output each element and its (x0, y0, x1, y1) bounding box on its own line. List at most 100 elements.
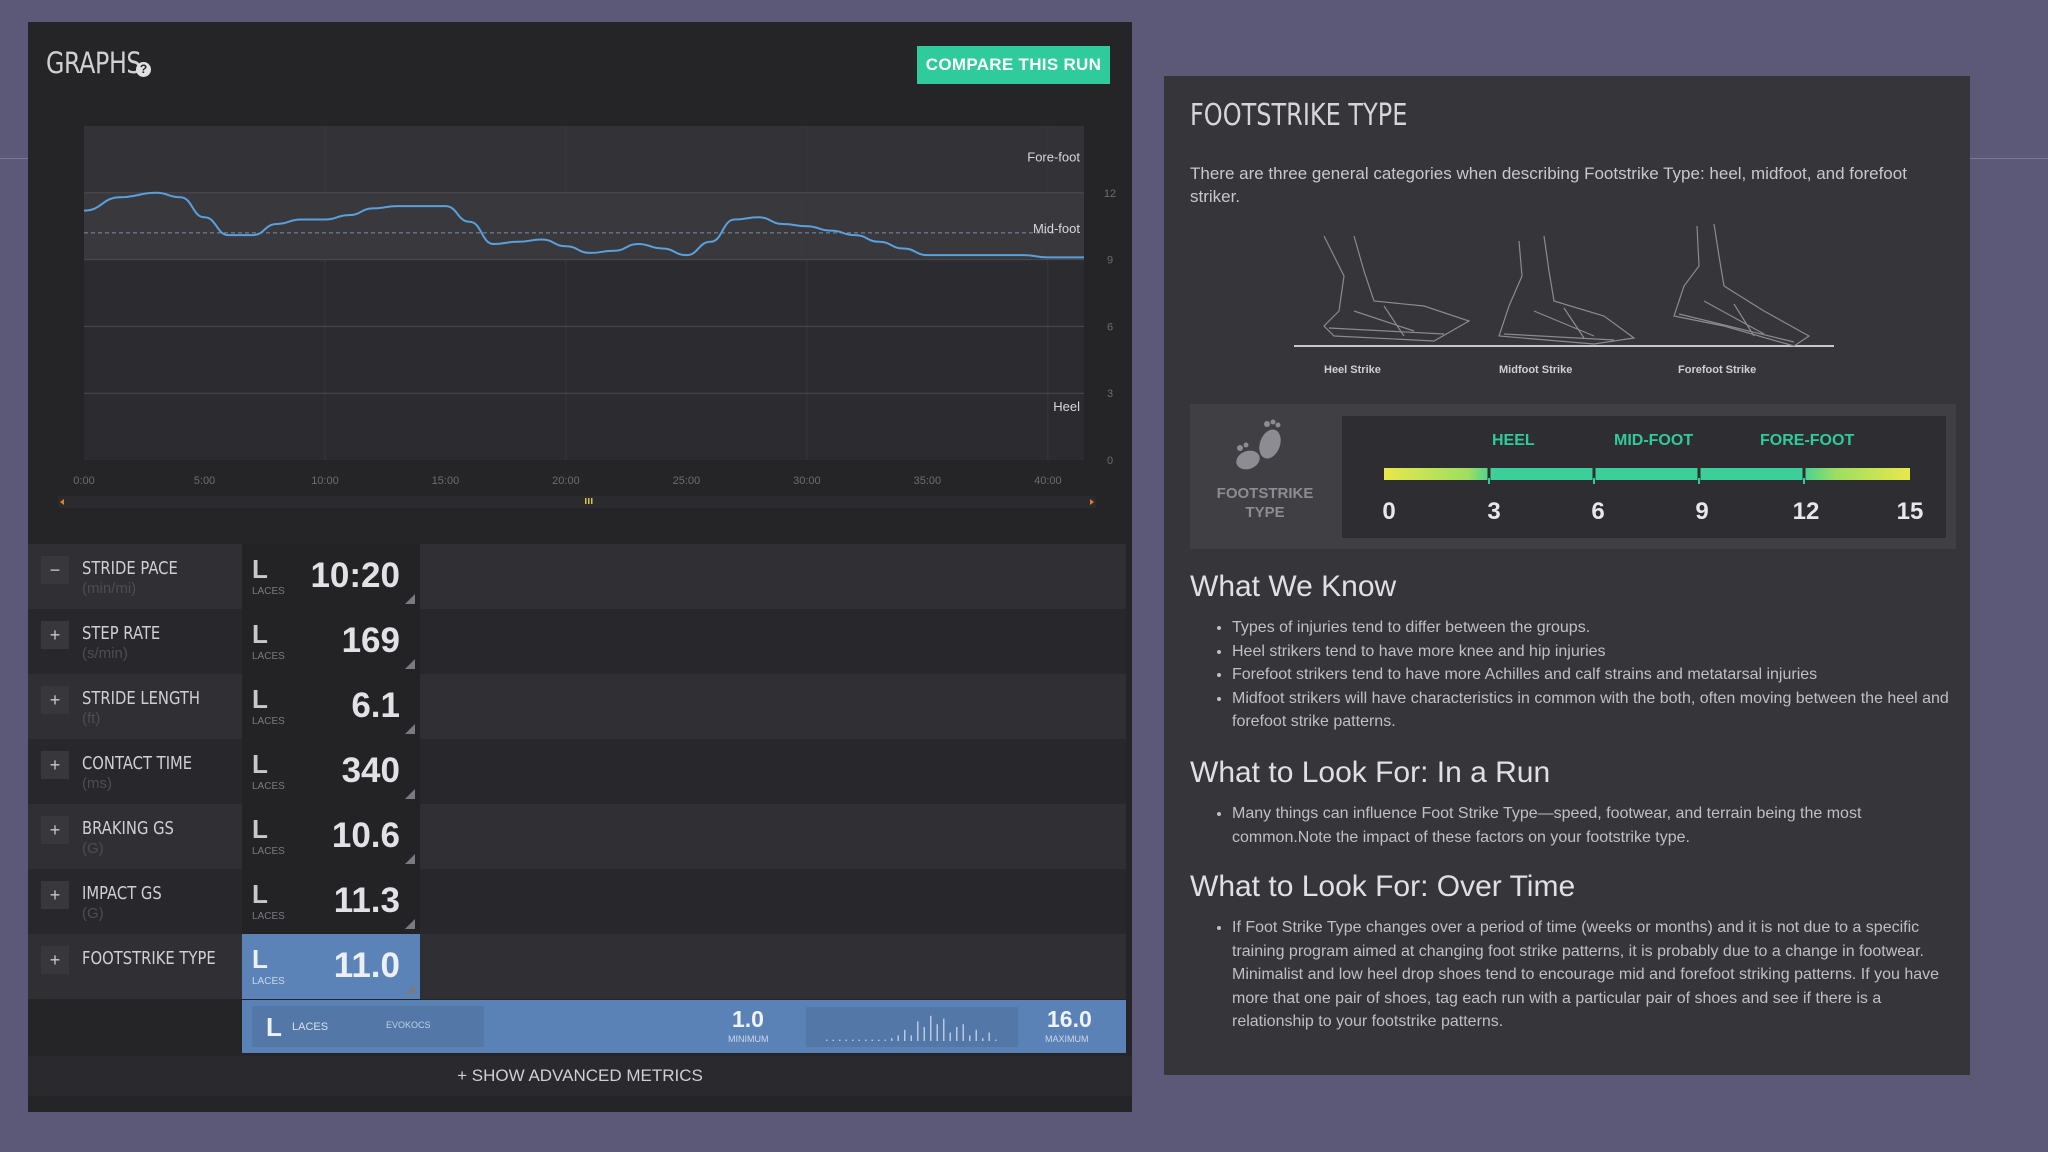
section-bullets: If Foot Strike Type changes over a perio… (1190, 916, 1952, 1034)
metric-value: 169 (341, 621, 400, 660)
zone-forefoot-label: FORE-FOOT (1760, 432, 1855, 449)
metric-toggle-button[interactable]: + (41, 816, 69, 844)
scale-tick-label: 15 (1896, 498, 1924, 525)
shoe-model: EVOKOCS (386, 1020, 431, 1030)
metric-unit: (ft) (82, 710, 101, 727)
histogram-bar (917, 1021, 919, 1041)
shoe-letter: L (252, 749, 268, 779)
minimum-value: 1.0 (732, 1006, 764, 1032)
shoe-letter: L (252, 944, 268, 974)
metric-unit: (G) (82, 905, 104, 922)
y-tick-label: 0 (1107, 455, 1113, 467)
expand-corner-icon (405, 659, 415, 669)
histogram-bar (884, 1039, 886, 1041)
metric-name: STEP RATE (82, 623, 161, 644)
metric-value: 10.6 (331, 816, 400, 855)
metric-value-cell[interactable]: L LACES 11.3 (242, 869, 420, 934)
scroll-right-arrow-icon[interactable] (1090, 499, 1094, 505)
section-heading: What We Know (1190, 570, 1397, 603)
show-advanced-metrics-button[interactable]: + SHOW ADVANCED METRICS (28, 1056, 1132, 1096)
metric-toggle-button[interactable]: + (41, 686, 69, 714)
metric-value: 6.1 (351, 686, 400, 725)
shoe-compare-bar[interactable]: L LACES EVOKOCS 1.0 MINIMUM 16.0 MAXIMUM (242, 1000, 1126, 1053)
footstrike-info-panel: FOOTSTRIKE TYPE There are three general … (1164, 76, 1970, 1075)
graphs-title: GRAPHS (46, 46, 142, 80)
section-heading: What to Look For: In a Run (1190, 756, 1551, 789)
metric-value-cell[interactable]: L LACES 11.0 (242, 934, 420, 999)
metric-row[interactable]: + FOOTSTRIKE TYPE L LACES 11.0 (28, 934, 1126, 999)
metric-toggle-button[interactable]: + (41, 946, 69, 974)
scale-tick-label: 12 (1792, 498, 1820, 525)
expand-corner-icon (405, 919, 415, 929)
histogram-bar (936, 1024, 938, 1041)
metric-row[interactable]: + BRAKING GS (G) L LACES 10.6 (28, 804, 1126, 869)
footstrike-illustration: Heel Strike Midfoot Strike Forefoot Stri… (1294, 216, 1844, 376)
forefoot-strike-foot-icon (1673, 223, 1811, 347)
section-bullets: Many things can influence Foot Strike Ty… (1190, 802, 1952, 849)
x-tick-label: 40:00 (1034, 475, 1062, 487)
footstrike-scale: FOOTSTRIKE TYPE HEEL MID-FOOT FORE-FOOT (1190, 404, 1956, 549)
footstrike-series-line (83, 191, 1084, 259)
metric-value-cell[interactable]: L LACES 10:20 (242, 544, 420, 609)
x-tick-label: 20:00 (552, 475, 580, 487)
metric-value-cell[interactable]: L LACES 169 (242, 609, 420, 674)
shoe-letter: L (252, 554, 268, 584)
metric-value: 11.0 (333, 946, 400, 985)
metric-value-cell[interactable]: L LACES 10.6 (242, 804, 420, 869)
shoe-letter: L (252, 814, 268, 844)
histogram-bar (982, 1038, 984, 1041)
metric-row[interactable]: + STEP RATE (s/min) L LACES 169 (28, 609, 1126, 674)
info-title: FOOTSTRIKE TYPE (1190, 98, 1408, 133)
metric-unit: (s/min) (82, 645, 128, 662)
scroll-grip-icon[interactable] (585, 498, 593, 504)
metric-name: CONTACT TIME (82, 753, 193, 774)
timeline-scrollbar[interactable] (58, 492, 1096, 512)
histogram-bar (975, 1029, 977, 1041)
midfoot-band (84, 192, 1084, 260)
scale-side-label: FOOTSTRIKE TYPE (1216, 485, 1314, 521)
histogram-bar (878, 1039, 880, 1041)
midfoot-strike-foot-icon (1498, 235, 1636, 345)
maximum-label: MAXIMUM (1045, 1034, 1089, 1044)
histogram-bar (897, 1035, 899, 1041)
histogram-bar (956, 1027, 958, 1041)
metric-row[interactable]: + STRIDE LENGTH (ft) L LACES 6.1 (28, 674, 1126, 739)
histogram-bar (988, 1032, 990, 1041)
histogram-bar (962, 1024, 964, 1041)
forefoot-band (84, 126, 1084, 193)
histogram-bar (910, 1035, 912, 1041)
y-tick-label: 3 (1107, 388, 1113, 400)
histogram-bar (943, 1018, 945, 1041)
histogram-bar (826, 1039, 828, 1041)
bullet-item: If Foot Strike Type changes over a perio… (1232, 916, 1952, 1034)
metric-toggle-button[interactable]: + (41, 751, 69, 779)
expand-corner-icon (405, 984, 415, 994)
forefoot-strike-label: Forefoot Strike (1678, 364, 1757, 376)
shoe-name: LACES (252, 846, 285, 857)
histogram-bar (949, 1032, 951, 1041)
metric-toggle-button[interactable]: + (41, 881, 69, 909)
expand-corner-icon (405, 724, 415, 734)
metric-row[interactable]: + CONTACT TIME (ms) L LACES 340 (28, 739, 1126, 804)
metric-name: STRIDE LENGTH (82, 688, 201, 709)
zone-heel-label: HEEL (1492, 432, 1535, 449)
metric-toggle-button[interactable]: + (41, 621, 69, 649)
minimum-label: MINIMUM (728, 1034, 769, 1044)
compare-run-button[interactable]: COMPARE THIS RUN (917, 46, 1110, 84)
metric-row[interactable]: − STRIDE PACE (min/mi) L LACES 10:20 (28, 544, 1126, 609)
x-tick-label: 15:00 (432, 475, 460, 487)
scale-tick-label: 9 (1695, 498, 1709, 525)
metric-value: 340 (341, 751, 400, 790)
shoe-selector[interactable] (252, 1006, 484, 1047)
graphs-panel: GRAPHS ? COMPARE THIS RUN 0 3 6 9 12 0:00 5:00… (28, 22, 1132, 1112)
metric-row[interactable]: + IMPACT GS (G) L LACES 11.3 (28, 869, 1126, 934)
footstrike-line-chart[interactable]: 0 3 6 9 12 0:00 5:00 10:00 15:00 20:00 25:00 30:00 3… (50, 104, 1120, 504)
metric-value-cell[interactable]: L LACES 340 (242, 739, 420, 804)
shoe-name: LACES (252, 976, 285, 987)
section-heading: What to Look For: Over Time (1190, 870, 1576, 903)
metric-toggle-button[interactable]: − (41, 556, 69, 584)
y-tick-label: 9 (1107, 255, 1113, 267)
scroll-left-arrow-icon[interactable] (60, 499, 64, 505)
help-icon[interactable]: ? (136, 62, 151, 77)
metric-value-cell[interactable]: L LACES 6.1 (242, 674, 420, 739)
